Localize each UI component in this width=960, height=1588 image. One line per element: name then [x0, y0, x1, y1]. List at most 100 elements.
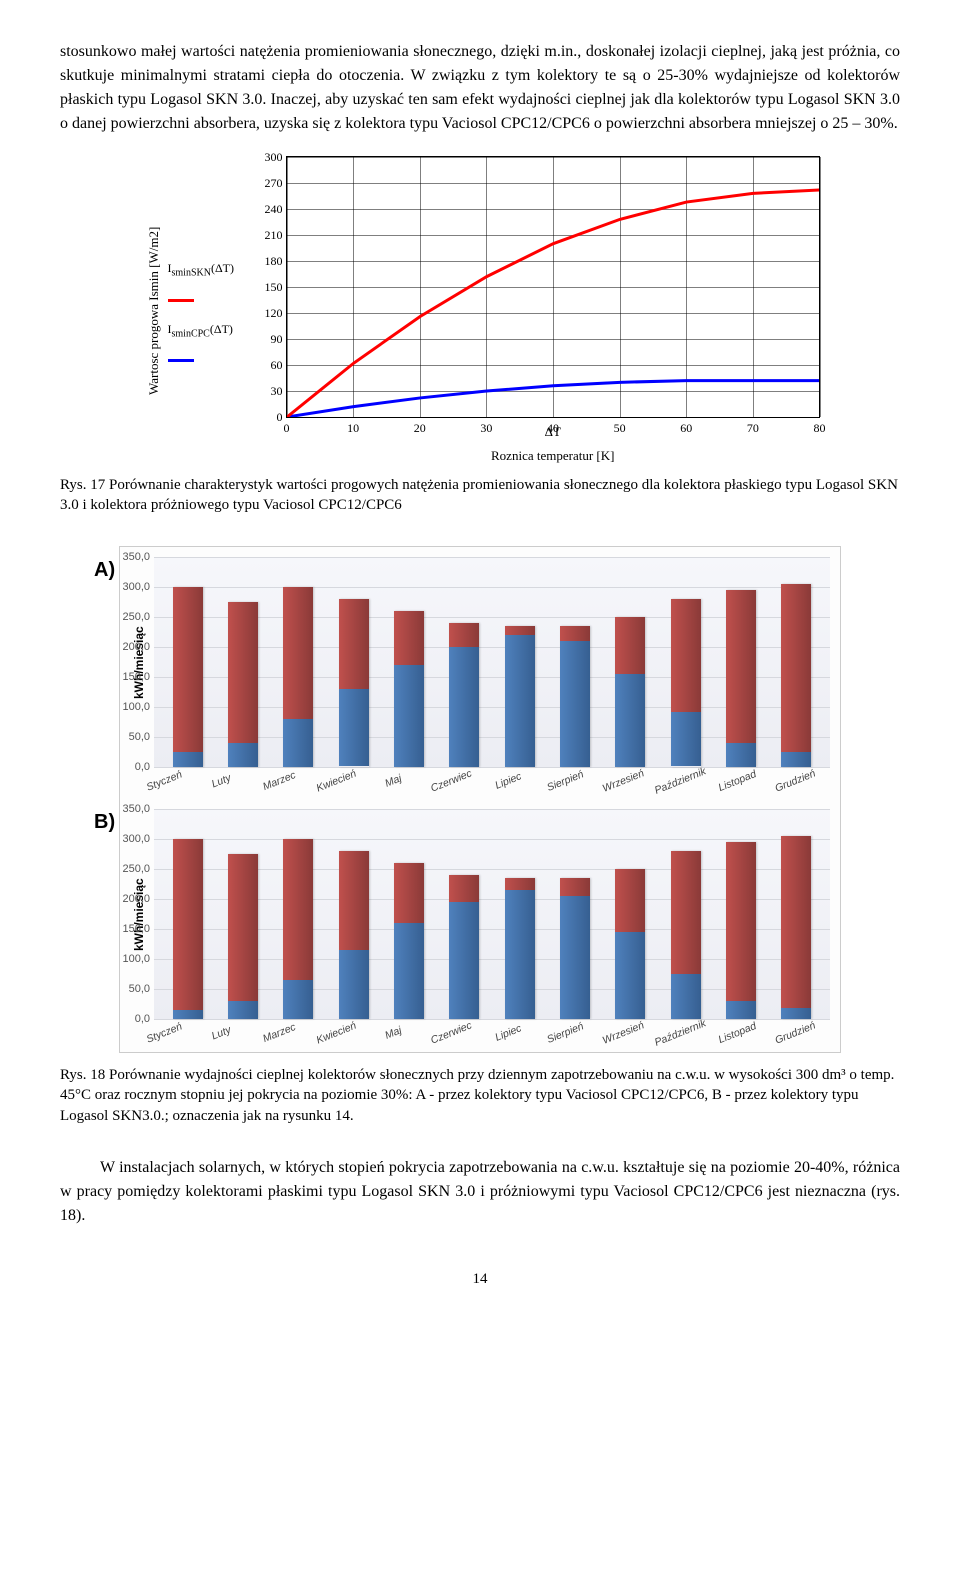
fig18-ytick: 50,0: [129, 981, 154, 998]
fig17-caption-lead: Rys. 17: [60, 477, 109, 493]
fig18-month-label: Maj: [364, 1016, 423, 1052]
fig18-month-label: Luty: [192, 1016, 251, 1052]
fig17-xtick: 30: [480, 417, 492, 437]
fig18-month-label: Grudzień: [766, 763, 825, 799]
fig18-month-label: Listopad: [708, 1016, 767, 1052]
fig18-panel-a: A) kWh/miesiąc 0,050,0100,0150,0200,0250…: [120, 547, 840, 800]
fig18-bar: [173, 839, 203, 1019]
fig17-caption-text: Porównanie charakterystyk wartości progo…: [60, 477, 898, 513]
fig18-bar: [560, 878, 590, 1019]
fig18-bar: [283, 587, 313, 767]
fig18-bar: [505, 878, 535, 1019]
fig18-ytick: 0,0: [135, 1011, 154, 1028]
fig17-ytick: 60: [271, 356, 287, 374]
fig18-month-label: Październik: [651, 1016, 710, 1052]
fig17-chart: Wartosc progowa Ismin [W/m2] IsminSKN(ΔT…: [140, 156, 820, 465]
fig18-panel-b: B) kWh/miesiąc 0,050,0100,0150,0200,0250…: [120, 799, 840, 1052]
fig17-ytick: 210: [265, 226, 287, 244]
fig18-month-label: Październik: [651, 763, 710, 799]
fig18-bar: [449, 623, 479, 767]
fig18-bar: [394, 863, 424, 1019]
fig18-ytick: 0,0: [135, 758, 154, 775]
fig17-xtick: 60: [680, 417, 692, 437]
fig18-gridline: [154, 767, 830, 768]
fig18-b-plot: 0,050,0100,0150,0200,0250,0300,0350,0: [154, 809, 830, 1020]
fig18-bar: [560, 626, 590, 767]
fig17-ytick: 30: [271, 382, 287, 400]
fig18-month-label: Wrzesień: [594, 763, 653, 799]
fig18-month-label: Maj: [364, 763, 423, 799]
fig18-bar: [339, 599, 369, 767]
fig18-ytick: 150,0: [122, 921, 154, 938]
fig18-bar: [228, 602, 258, 767]
fig18-month-label: Wrzesień: [594, 1016, 653, 1052]
fig18-ytick: 200,0: [122, 891, 154, 908]
fig18-bar: [671, 851, 701, 1019]
fig18-month-label: Listopad: [708, 763, 767, 799]
fig18-ytick: 100,0: [122, 698, 154, 715]
fig17-ytick: 90: [271, 330, 287, 348]
fig18-bar: [505, 626, 535, 767]
fig18-caption-lead: Rys. 18: [60, 1067, 109, 1083]
fig18-bar: [394, 611, 424, 767]
fig18-ytick: 150,0: [122, 668, 154, 685]
fig18-ytick: 250,0: [122, 861, 154, 878]
fig17-legend-cpc-text: IsminCPC(ΔT): [168, 320, 233, 341]
fig18-ytick: 300,0: [122, 831, 154, 848]
fig18-month-label: Sierpień: [536, 763, 595, 799]
paragraph-1: stosunkowo małej wartości natężenia prom…: [60, 40, 900, 136]
fig18-month-label: Grudzień: [766, 1016, 825, 1052]
fig18-ytick: 50,0: [129, 728, 154, 745]
fig18-caption-text: Porównanie wydajności cieplnej kolektoró…: [60, 1067, 894, 1124]
fig17-ytick: 120: [265, 304, 287, 322]
fig18-panel-a-label: A): [94, 555, 115, 585]
fig17-plot-area: 0306090120150180210240270300010203040506…: [286, 156, 821, 418]
fig17-legend-skn-line: [168, 299, 194, 302]
fig17-xtick: 40: [547, 417, 559, 437]
fig18-bar: [173, 587, 203, 767]
fig18-ytick: 200,0: [122, 638, 154, 655]
fig18-bar: [283, 839, 313, 1019]
fig18-month-label: Marzec: [250, 763, 309, 799]
fig17-caption: Rys. 17 Porównanie charakterystyk wartoś…: [60, 475, 900, 516]
fig18-month-label: Lipiec: [479, 763, 538, 799]
page-number: 14: [60, 1268, 900, 1291]
fig17-xtick: 50: [614, 417, 626, 437]
fig17-gridline-v: [820, 157, 821, 417]
fig18-bar: [615, 617, 645, 767]
fig17-ytick: 270: [265, 174, 287, 192]
fig18-month-label: Sierpień: [536, 1016, 595, 1052]
fig18-ytick: 350,0: [122, 801, 154, 818]
fig18-panel-b-label: B): [94, 807, 115, 837]
fig18-bar: [726, 590, 756, 767]
fig18-a-xlabels: StyczeńLutyMarzecKwiecieńMajCzerwiecLipi…: [130, 768, 830, 800]
fig18-b-xlabels: StyczeńLutyMarzecKwiecieńMajCzerwiecLipi…: [130, 1020, 830, 1052]
fig17-ytick: 180: [265, 252, 287, 270]
fig18-ytick: 300,0: [122, 578, 154, 595]
fig17-ytick: 300: [265, 148, 287, 166]
fig18-container: A) kWh/miesiąc 0,050,0100,0150,0200,0250…: [119, 546, 841, 1054]
fig17-xlabel-bottom: Roznica temperatur [K]: [286, 446, 821, 466]
fig18-ytick: 250,0: [122, 608, 154, 625]
fig17-xtick: 70: [747, 417, 759, 437]
fig17-xtick: 80: [814, 417, 826, 437]
fig17-ylabel: Wartosc progowa Ismin [W/m2]: [140, 156, 168, 465]
fig18-bar: [339, 851, 369, 1019]
fig18-bar: [781, 836, 811, 1019]
fig18-ytick: 100,0: [122, 951, 154, 968]
fig17-legend-skn-text: IsminSKN(ΔT): [168, 259, 235, 280]
fig18-caption: Rys. 18 Porównanie wydajności cieplnej k…: [60, 1065, 900, 1126]
fig17-xtick: 0: [284, 417, 290, 437]
fig18-bar: [449, 875, 479, 1019]
fig18-ytick: 350,0: [122, 548, 154, 565]
fig18-bar: [615, 869, 645, 1019]
fig18-bar: [228, 854, 258, 1019]
fig17-ytick: 240: [265, 200, 287, 218]
fig18-a-plot: 0,050,0100,0150,0200,0250,0300,0350,0: [154, 557, 830, 768]
fig18-month-label: Czerwiec: [422, 1016, 481, 1052]
fig17-xtick: 10: [347, 417, 359, 437]
fig18-month-label: Luty: [192, 763, 251, 799]
fig18-month-label: Czerwiec: [422, 763, 481, 799]
fig18-month-label: Marzec: [250, 1016, 309, 1052]
fig18-month-label: Kwiecień: [307, 763, 366, 799]
